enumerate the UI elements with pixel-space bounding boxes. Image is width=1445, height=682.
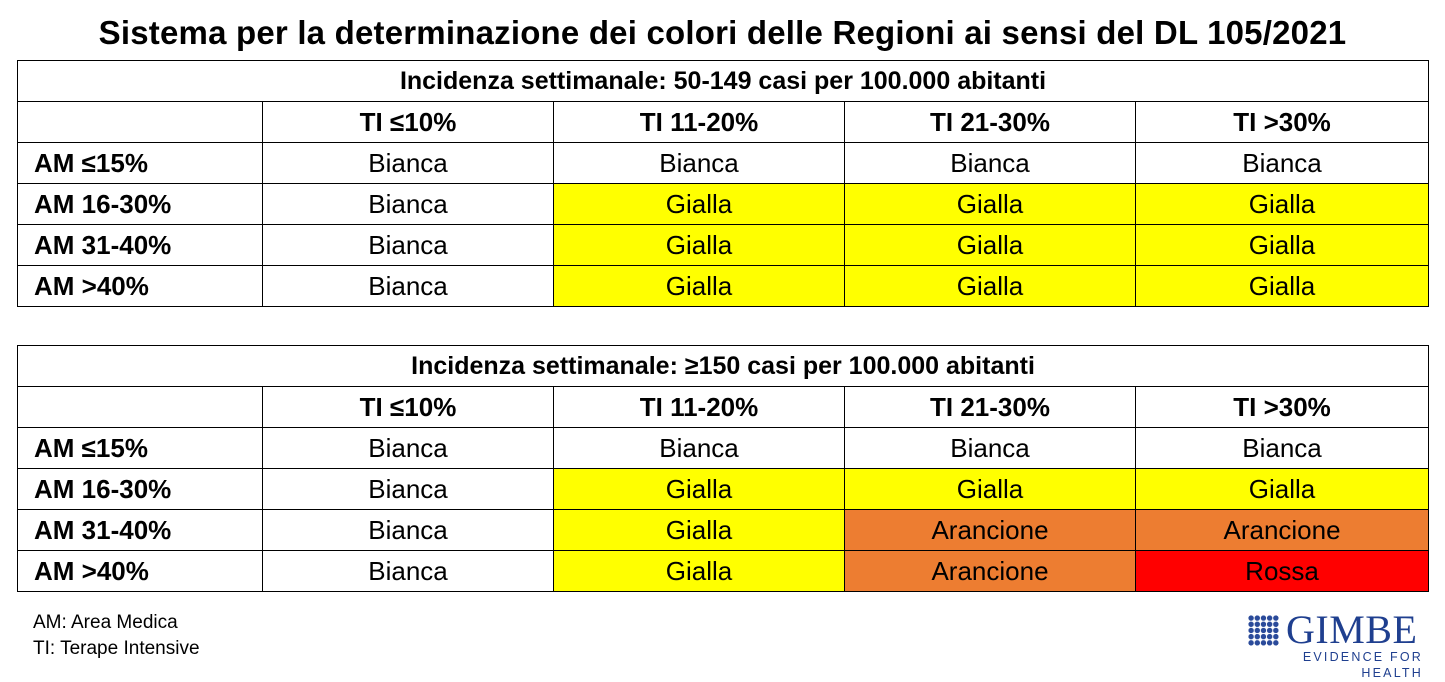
color-cell: Gialla	[553, 224, 845, 266]
row-label: AM 16-30%	[17, 183, 263, 225]
color-cell: Bianca	[262, 550, 554, 592]
column-header: TI 11-20%	[553, 386, 845, 428]
color-cell: Bianca	[844, 427, 1136, 469]
color-cell: Bianca	[262, 265, 554, 307]
color-cell: Bianca	[1134, 142, 1430, 184]
color-cell: Gialla	[1134, 183, 1430, 225]
table-row: AM 31-40% Bianca Gialla Arancione Aranci…	[17, 509, 1430, 551]
color-cell: Gialla	[1134, 265, 1430, 307]
column-header: TI ≤10%	[262, 101, 554, 143]
row-label: AM 31-40%	[17, 509, 263, 551]
column-header: TI 21-30%	[844, 386, 1136, 428]
color-cell: Bianca	[262, 183, 554, 225]
table-row: AM >40% Bianca Gialla Gialla Gialla	[17, 265, 1430, 307]
column-header: TI >30%	[1134, 101, 1430, 143]
column-header: TI 11-20%	[553, 101, 845, 143]
color-cell: Gialla	[553, 509, 845, 551]
legend-ti: TI: Terape Intensive	[33, 638, 200, 659]
color-cell: Arancione	[844, 550, 1136, 592]
color-cell: Bianca	[262, 468, 554, 510]
color-cell: Bianca	[1134, 427, 1430, 469]
color-cell: Gialla	[1134, 468, 1430, 510]
table-caption: Incidenza settimanale: 50-149 casi per 1…	[16, 60, 1430, 102]
color-cell: Gialla	[844, 265, 1136, 307]
color-cell: Bianca	[262, 509, 554, 551]
table-row: AM ≤15% Bianca Bianca Bianca Bianca	[17, 142, 1430, 184]
header-row: TI ≤10% TI 11-20% TI 21-30% TI >30%	[17, 101, 1430, 143]
gimbe-logo: GIMBE EVIDENCE FOR HEALTH	[1248, 608, 1423, 680]
color-cell: Gialla	[553, 550, 845, 592]
color-cell: Gialla	[553, 265, 845, 307]
grid-dots-icon	[1248, 615, 1279, 646]
logo-tagline: EVIDENCE FOR HEALTH	[1302, 650, 1423, 680]
color-cell: Bianca	[262, 224, 554, 266]
header-row: TI ≤10% TI 11-20% TI 21-30% TI >30%	[17, 386, 1430, 428]
row-label: AM 31-40%	[17, 224, 263, 266]
color-cell: Gialla	[844, 468, 1136, 510]
table-caption: Incidenza settimanale: ≥150 casi per 100…	[16, 345, 1430, 387]
legend-am: AM: Area Medica	[33, 612, 178, 633]
color-cell: Gialla	[844, 224, 1136, 266]
color-cell: Bianca	[262, 427, 554, 469]
table-row: AM 16-30% Bianca Gialla Gialla Gialla	[17, 468, 1430, 510]
column-header: TI ≤10%	[262, 386, 554, 428]
table-row: AM >40% Bianca Gialla Arancione Rossa	[17, 550, 1430, 592]
column-header: TI >30%	[1134, 386, 1430, 428]
color-cell: Bianca	[553, 427, 845, 469]
page-title: Sistema per la determinazione dei colori…	[98, 14, 1347, 51]
corner-cell	[17, 101, 263, 143]
color-cell: Gialla	[844, 183, 1136, 225]
row-label: AM ≤15%	[17, 427, 263, 469]
row-label: AM >40%	[17, 550, 263, 592]
table-row: AM ≤15% Bianca Bianca Bianca Bianca	[17, 427, 1430, 469]
color-cell: Gialla	[553, 183, 845, 225]
color-cell: Bianca	[844, 142, 1136, 184]
column-header: TI 21-30%	[844, 101, 1136, 143]
row-label: AM ≤15%	[17, 142, 263, 184]
color-cell: Arancione	[844, 509, 1136, 551]
color-cell: Rossa	[1134, 550, 1430, 592]
corner-cell	[17, 386, 263, 428]
table-row: AM 16-30% Bianca Gialla Gialla Gialla	[17, 183, 1430, 225]
color-cell: Bianca	[553, 142, 845, 184]
color-cell: Gialla	[553, 468, 845, 510]
table-row: AM 31-40% Bianca Gialla Gialla Gialla	[17, 224, 1430, 266]
color-table-low-incidence: Incidenza settimanale: 50-149 casi per 1…	[16, 60, 1430, 307]
row-label: AM 16-30%	[17, 468, 263, 510]
color-cell: Arancione	[1134, 509, 1430, 551]
logo-wordmark: GIMBE	[1286, 607, 1418, 652]
color-table-high-incidence: Incidenza settimanale: ≥150 casi per 100…	[16, 345, 1430, 592]
row-label: AM >40%	[17, 265, 263, 307]
color-cell: Gialla	[1134, 224, 1430, 266]
color-cell: Bianca	[262, 142, 554, 184]
